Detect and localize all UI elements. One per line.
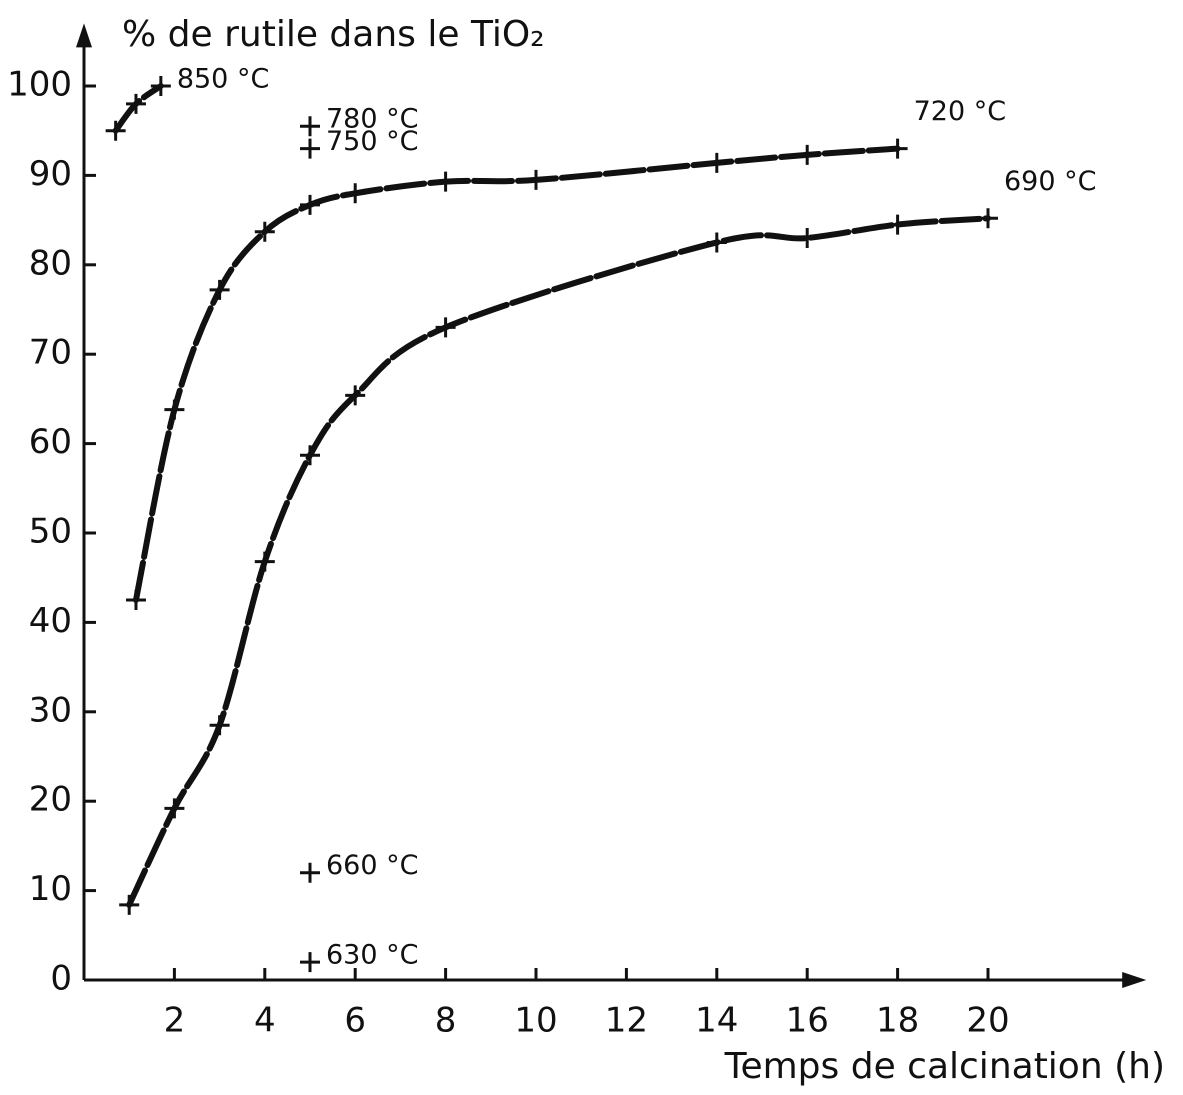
x-tick-label: 4	[254, 1001, 276, 1041]
point-marker	[105, 120, 126, 141]
x-tick-label: 14	[695, 1001, 738, 1041]
y-tick-label: 50	[29, 512, 72, 552]
point-marker	[209, 279, 230, 300]
y-tick-label: 0	[50, 959, 72, 999]
point-marker	[209, 715, 230, 736]
series-line	[112, 83, 164, 134]
x-tick-label: 6	[344, 1001, 366, 1041]
x-tick-label: 12	[605, 1001, 648, 1041]
y-tick-label: 60	[29, 422, 72, 462]
series-label: 660 °C	[326, 850, 418, 881]
series-label: 780 °C	[326, 104, 418, 135]
x-axis-label: Temps de calcination (h)	[724, 1046, 1165, 1087]
y-tick-label: 90	[29, 154, 72, 194]
point-marker	[300, 116, 320, 137]
point-marker	[254, 551, 275, 572]
point-marker	[706, 152, 727, 173]
x-tick-label: 8	[435, 1001, 457, 1041]
point-marker	[887, 138, 908, 159]
y-tick-label: 70	[29, 333, 72, 373]
point-marker	[164, 798, 185, 819]
y-tick-label: 100	[7, 65, 72, 105]
point-marker	[150, 76, 171, 96]
point-marker	[164, 399, 185, 420]
x-tick-label: 16	[786, 1001, 829, 1041]
chart-title: % de rutile dans le TiO₂	[122, 14, 545, 55]
y-tick-label: 40	[29, 601, 72, 641]
point-marker	[300, 138, 320, 159]
x-tick-label: 20	[966, 1001, 1009, 1041]
y-tick-label: 80	[29, 243, 72, 283]
x-arrow	[1122, 972, 1147, 988]
point-marker	[435, 317, 456, 338]
point-marker	[345, 183, 366, 204]
point-marker	[345, 385, 366, 406]
point-marker	[300, 194, 320, 215]
point-marker	[119, 894, 140, 915]
x-tick-label: 10	[514, 1001, 557, 1041]
point-marker	[125, 93, 146, 114]
y-tick-label: 20	[29, 780, 72, 820]
point-marker	[526, 169, 546, 190]
point-marker	[254, 221, 275, 242]
series-label: 630 °C	[326, 940, 418, 971]
point-marker	[125, 590, 146, 611]
x-tick-label: 2	[164, 1001, 186, 1041]
point-marker	[300, 445, 320, 466]
series-label: 720 °C	[914, 96, 1006, 127]
series-label: 690 °C	[1004, 166, 1096, 197]
point-marker	[300, 952, 320, 973]
y-tick-label: 10	[29, 869, 72, 909]
point-marker	[797, 144, 818, 165]
series-label: 750 °C	[326, 126, 418, 157]
y-arrow	[76, 23, 92, 48]
x-tick-label: 18	[876, 1001, 919, 1041]
point-marker	[797, 227, 818, 248]
point-marker	[300, 862, 320, 883]
y-tick-label: 30	[29, 690, 72, 730]
series-line	[132, 145, 901, 604]
point-marker	[978, 208, 998, 229]
point-marker	[435, 171, 456, 192]
series-label: 850 °C	[177, 64, 269, 95]
point-marker	[706, 232, 727, 253]
point-marker	[887, 214, 908, 235]
